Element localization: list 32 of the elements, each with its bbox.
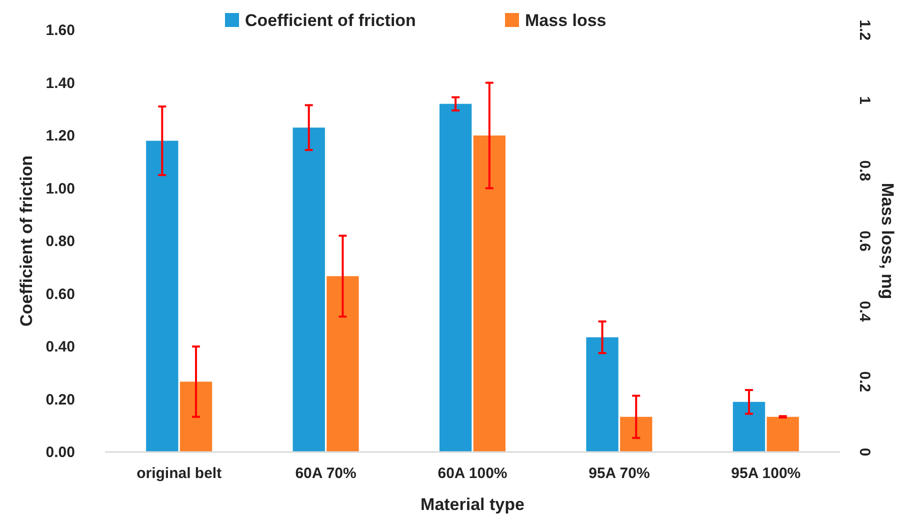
y-tick-label: 0.40 (46, 338, 75, 356)
y-tick-label: 0.60 (46, 286, 75, 303)
bar (586, 337, 618, 452)
legend-label: Coefficient of friction (245, 11, 416, 30)
y2-tick-label: 0.4 (856, 300, 873, 322)
legend-label: Mass loss (525, 11, 606, 30)
y2-tick-label: 0 (856, 448, 873, 456)
bar (146, 140, 178, 452)
x-tick-label: 60A 70% (295, 465, 356, 482)
y-tick-label: 0.80 (46, 233, 75, 250)
x-tick-label: 95A 70% (588, 465, 650, 482)
bar (620, 416, 652, 452)
y2-tick-label: 1.2 (856, 20, 873, 40)
x-tick-label: original belt (136, 465, 222, 482)
y2-axis-title: Mass loss, mg (878, 182, 897, 300)
y2-tick-label: 1 (856, 96, 873, 105)
y2-tick-label: 0.6 (856, 230, 873, 252)
bar (326, 276, 359, 452)
bar (292, 128, 325, 452)
y2-tick-label: 0.2 (856, 371, 873, 392)
y-axis-title: Coefficient of friction (17, 156, 36, 326)
y-tick-label: 0.00 (46, 444, 75, 461)
y-tick-label: 1.40 (46, 74, 75, 92)
y-tick-label: 1.20 (46, 128, 75, 144)
bar (180, 382, 212, 452)
x-axis-title: Material type (420, 495, 524, 514)
y-tick-label: 1.00 (46, 180, 75, 198)
y2-tick-label: 0.8 (856, 160, 873, 182)
x-tick-label: 60A 100% (438, 465, 508, 482)
x-tick-label: 95A 100% (731, 465, 801, 482)
y-tick-label: 1.60 (46, 22, 75, 39)
y-tick-label: 0.20 (46, 391, 75, 408)
